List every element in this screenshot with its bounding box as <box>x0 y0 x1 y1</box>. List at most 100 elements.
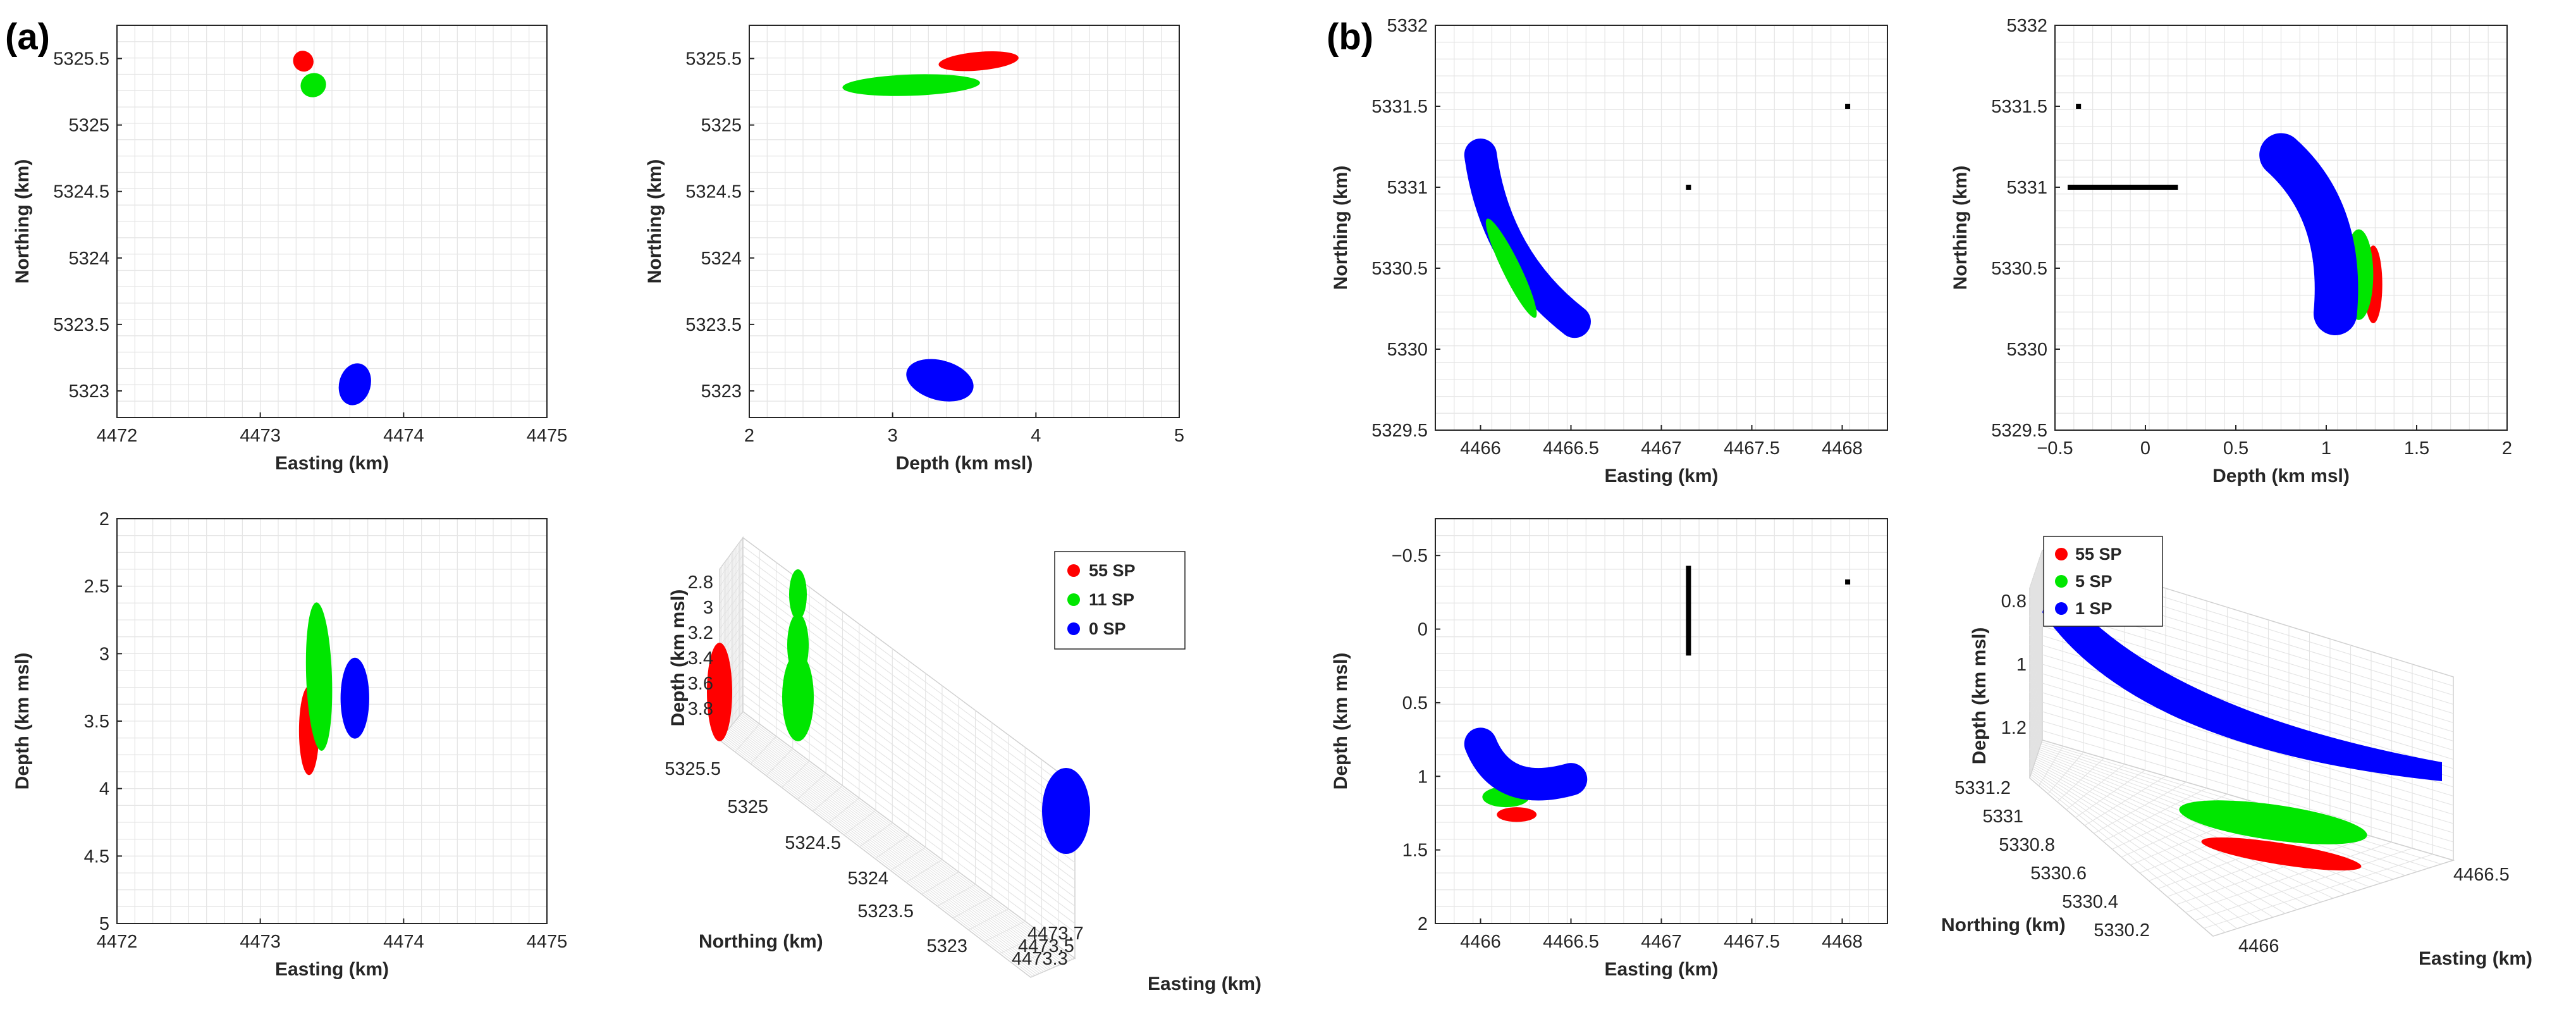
y-tick-label: 1 <box>1418 767 1428 787</box>
chart-a4-ylabel: Depth (km msl) <box>668 590 689 727</box>
chart-b4-xtick: 4466 <box>2238 936 2279 956</box>
y-tick-label: 5325 <box>701 116 742 136</box>
x-tick-label: 4467 <box>1641 438 1682 459</box>
chart-a3-easting-depth: 4472 4473 4474 4475 2 2.5 3 3.5 4 4.5 5 Easting (km… <box>12 509 567 980</box>
chart-b4-ytick: 0.8 <box>2001 591 2027 612</box>
chart-a4-ztick: 5324.5 <box>785 833 841 853</box>
x-tick-label: 4467.5 <box>1724 932 1780 952</box>
panel-label-a: (a) <box>5 16 50 58</box>
chart-a4-xtick: 4473.7 <box>1027 924 1084 944</box>
cloud-11sp <box>300 73 326 97</box>
y-tick-label: 5330 <box>1387 340 1428 360</box>
chart-b4-ztick: 5330.2 <box>2094 920 2150 941</box>
chart-a4-xlabel: Easting (km) <box>1148 973 1261 994</box>
cloud-55sp <box>938 51 1019 71</box>
chart-b1-easting-northing: 4466 4466.5 4467 4467.5 4468 5329.5 5330 5330.5… <box>1330 16 1888 486</box>
chart-a4-xtick: 4473.5 <box>1018 936 1074 956</box>
chart-b4-cloud-55sp <box>2201 837 2362 871</box>
x-tick-label: 4474 <box>383 932 424 952</box>
cloud-11sp <box>305 602 333 751</box>
chart-a4-zlabel: Northing (km) <box>699 931 823 952</box>
x-tick-label: 2 <box>2502 438 2512 459</box>
chart-b4-grid <box>2029 549 2455 937</box>
x-axis-label: Depth (km msl) <box>896 453 1033 474</box>
chart-a4-cloud-55sp <box>707 643 732 741</box>
x-tick-label: 3 <box>888 426 898 446</box>
y-tick-label: 4 <box>99 779 109 800</box>
chart-b4-legend: 55 SP 5 SP 1 SP <box>2043 536 2163 627</box>
y-tick-label: 5324 <box>68 249 109 269</box>
x-tick-label: 4475 <box>527 426 568 446</box>
chart-a4-ytick: 3 <box>703 598 713 618</box>
x-tick-label: 4 <box>1031 426 1041 446</box>
chart-a4-cloud-0sp <box>1042 768 1090 854</box>
y-tick-label: 5324 <box>701 249 742 269</box>
y-axis-label: Northing (km) <box>1950 166 1971 290</box>
y-tick-label: 5323 <box>68 381 109 402</box>
x-tick-label: 4473 <box>240 932 281 952</box>
chart-b4-ztick: 5330.6 <box>2030 863 2087 884</box>
y-tick-label: 5332 <box>2006 16 2047 36</box>
cloud-11sp <box>842 74 980 96</box>
chart-a4-3d: 2.8 3 3.2 3.4 3.6 3.8 Depth (km msl) 532… <box>665 536 1261 994</box>
station-point <box>2076 104 2082 109</box>
x-tick-label: 4474 <box>383 426 424 446</box>
chart-a4-ytick: 3.8 <box>688 699 713 719</box>
y-tick-label: 5331.5 <box>1371 97 1428 117</box>
y-tick-label: 2 <box>1418 914 1428 934</box>
chart-b4-xlabel: Easting (km) <box>2419 948 2532 969</box>
x-axis-label: Easting (km) <box>275 959 389 980</box>
chart-b4-legend-entry: 55 SP <box>2075 545 2122 564</box>
legend-marker-green <box>2055 575 2068 588</box>
chart-a4-cloud-11sp-top <box>789 569 807 620</box>
y-tick-label: 2 <box>99 509 109 529</box>
x-tick-label: 4466 <box>1460 438 1501 459</box>
x-tick-label: 5 <box>1174 426 1184 446</box>
x-tick-label: 1.5 <box>2404 438 2429 459</box>
y-tick-label: 5325.5 <box>685 49 742 70</box>
x-tick-label: 4466.5 <box>1543 438 1599 459</box>
chart-b4-ylabel: Depth (km msl) <box>1969 627 1990 765</box>
y-tick-label: 0.5 <box>1402 693 1428 714</box>
x-tick-label: 4466 <box>1460 932 1501 952</box>
x-axis-label: Easting (km) <box>1604 959 1718 980</box>
y-tick-label: 5329.5 <box>1991 421 2047 441</box>
y-tick-label: 5331.5 <box>1991 97 2047 117</box>
y-tick-label: 3 <box>99 644 109 664</box>
chart-b4-legend-entry: 1 SP <box>2075 599 2113 618</box>
y-tick-label: 4.5 <box>84 846 109 867</box>
axes-box <box>749 25 1180 418</box>
chart-a4-ztick: 5323.5 <box>857 901 914 922</box>
y-tick-label: 5323 <box>701 381 742 402</box>
chart-a4-xtick: 4473.3 <box>1012 949 1068 969</box>
chart-a4-legend-entry: 11 SP <box>1089 590 1134 609</box>
cloud-0sp <box>340 657 369 739</box>
x-tick-label: 1 <box>2321 438 2331 459</box>
y-axis-label: Northing (km) <box>644 159 665 284</box>
x-tick-label: 0 <box>2140 438 2150 459</box>
chart-a4-grid <box>718 536 1076 978</box>
legend-marker-green <box>1067 593 1080 606</box>
x-tick-label: 4467.5 <box>1724 438 1780 459</box>
y-tick-label: 0 <box>1418 620 1428 640</box>
panel-label-b: (b) <box>1327 16 1373 58</box>
y-tick-label: 5331 <box>2006 178 2047 198</box>
chart-b4-cloud-1sp <box>2042 579 2442 781</box>
chart-b4-zlabel: Northing (km) <box>1941 915 2066 936</box>
chart-a4-ytick: 3.2 <box>688 623 713 643</box>
x-tick-label: 4472 <box>97 932 138 952</box>
grid <box>117 25 547 417</box>
chart-b3-easting-depth: 4466 4466.5 4467 4467.5 4468 −0.5 0 0.5 1 1.5 2 Eas… <box>1330 518 1888 980</box>
chart-b2-depth-northing: −0.5 0 0.5 1 1.5 2 5329.5 5330 5330.5 5331 5331.5 5… <box>1950 16 2512 486</box>
cloud-1sp <box>2259 133 2358 335</box>
grid <box>117 519 547 924</box>
chart-b4-cloud-5sp <box>2179 800 2367 844</box>
y-tick-label: 3.5 <box>84 712 109 732</box>
legend-marker-blue <box>2055 602 2068 615</box>
cloud-0sp <box>338 363 371 405</box>
y-tick-label: −0.5 <box>1392 546 1428 566</box>
x-axis-label: Easting (km) <box>275 453 389 474</box>
legend-marker-blue <box>1067 622 1080 635</box>
chart-a4-cloud-11sp-lower <box>782 653 814 741</box>
